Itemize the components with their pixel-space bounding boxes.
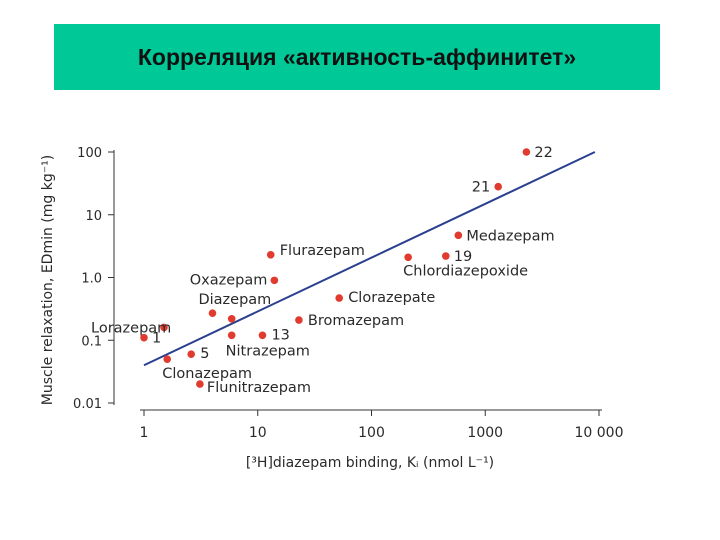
point-label: Medazepam	[466, 228, 554, 244]
data-point	[404, 253, 412, 262]
data-point	[140, 333, 148, 342]
data-point	[227, 331, 236, 340]
data-point	[335, 294, 343, 302]
point-label: 5	[200, 346, 209, 362]
y-tick-label: 1.0	[81, 272, 102, 287]
data-point	[227, 314, 236, 323]
data-point	[454, 231, 463, 240]
data-point	[270, 276, 279, 285]
point-label: Lorazepam	[91, 320, 171, 336]
data-point	[196, 380, 204, 388]
point-label: Chlordiazepoxide	[403, 263, 528, 279]
data-point	[522, 148, 531, 156]
point-label: Diazepam	[198, 292, 271, 308]
data-point	[442, 252, 450, 260]
point-label: Oxazepam	[190, 272, 268, 288]
data-point	[163, 355, 172, 363]
trend-line	[143, 151, 596, 367]
x-tick-label: 10	[249, 425, 267, 441]
y-tick-label: 100	[77, 146, 102, 161]
data-point	[208, 309, 217, 317]
point-label: 1	[152, 331, 161, 347]
data-point	[258, 331, 267, 340]
data-point	[187, 350, 196, 358]
slide-title-bar: Корреляция «активность-аффинитет»	[54, 24, 660, 90]
y-axis-title: Muscle relaxation, EDmin (mg kg⁻¹)	[40, 155, 56, 405]
point-label: Clorazepate	[348, 290, 435, 306]
y-tick-label: 0.01	[73, 397, 102, 412]
x-tick-label: 10 000	[575, 425, 624, 441]
point-label: 19	[454, 249, 472, 265]
x-axis-title: [³H]diazepam binding, Kᵢ (nmol L⁻¹)	[246, 455, 494, 471]
y-tick-label: 10	[85, 209, 102, 224]
x-tick-label: 1000	[467, 425, 503, 441]
y-tick-label: 0.1	[81, 334, 102, 349]
data-point	[160, 323, 168, 332]
point-label: Flurazepam	[280, 243, 365, 259]
point-label: 13	[271, 327, 289, 343]
point-label: Clonazepam	[162, 366, 252, 382]
point-label: Flunitrazepam	[207, 380, 311, 396]
data-point	[295, 316, 303, 324]
point-label: Bromazepam	[308, 313, 404, 329]
point-label: Nitrazepam	[226, 343, 310, 359]
data-point	[266, 251, 275, 259]
point-label: 22	[534, 145, 552, 161]
x-tick-label: 100	[358, 425, 385, 441]
data-point	[494, 182, 503, 191]
point-label: 21	[472, 180, 490, 196]
slide-title: Корреляция «активность-аффинитет»	[137, 43, 577, 70]
x-tick-label: 1	[140, 425, 149, 441]
